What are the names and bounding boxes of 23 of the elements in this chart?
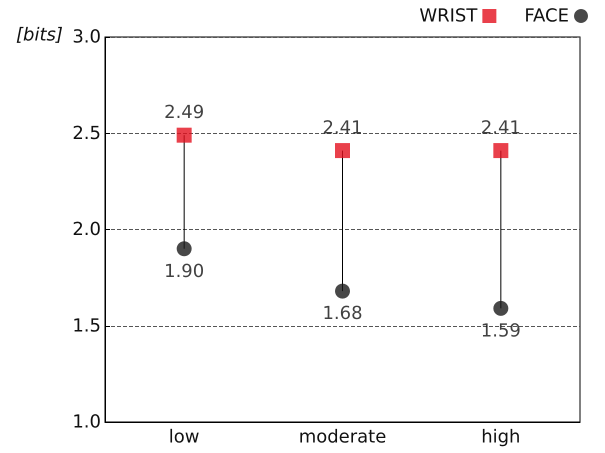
point bbox=[335, 284, 350, 299]
data-label: 2.41 bbox=[322, 118, 363, 139]
point bbox=[493, 300, 508, 316]
y-tick-label: 2.0 bbox=[72, 219, 101, 240]
y-tick-label: 2.5 bbox=[72, 122, 101, 144]
x-tick-label: moderate bbox=[298, 426, 386, 448]
point bbox=[335, 143, 350, 158]
data-label: 1.68 bbox=[322, 303, 363, 324]
y-tick-label: 1.5 bbox=[72, 315, 101, 336]
data-label: 2.41 bbox=[480, 118, 521, 139]
point bbox=[176, 241, 192, 256]
point bbox=[493, 143, 508, 158]
y-tick-label: 3.0 bbox=[72, 26, 101, 48]
data-label: 1.59 bbox=[480, 320, 521, 342]
x-tick-label: low bbox=[168, 426, 200, 448]
legend-label: FACE bbox=[524, 6, 569, 26]
y-tick-label: 1.0 bbox=[72, 412, 101, 432]
y-axis-title: [bits] bbox=[16, 24, 63, 46]
data-label: 2.49 bbox=[164, 102, 204, 124]
point bbox=[176, 128, 192, 143]
legend-label: WRIST bbox=[419, 6, 478, 26]
data-label: 1.90 bbox=[164, 260, 204, 282]
x-tick-label: high bbox=[481, 426, 520, 448]
